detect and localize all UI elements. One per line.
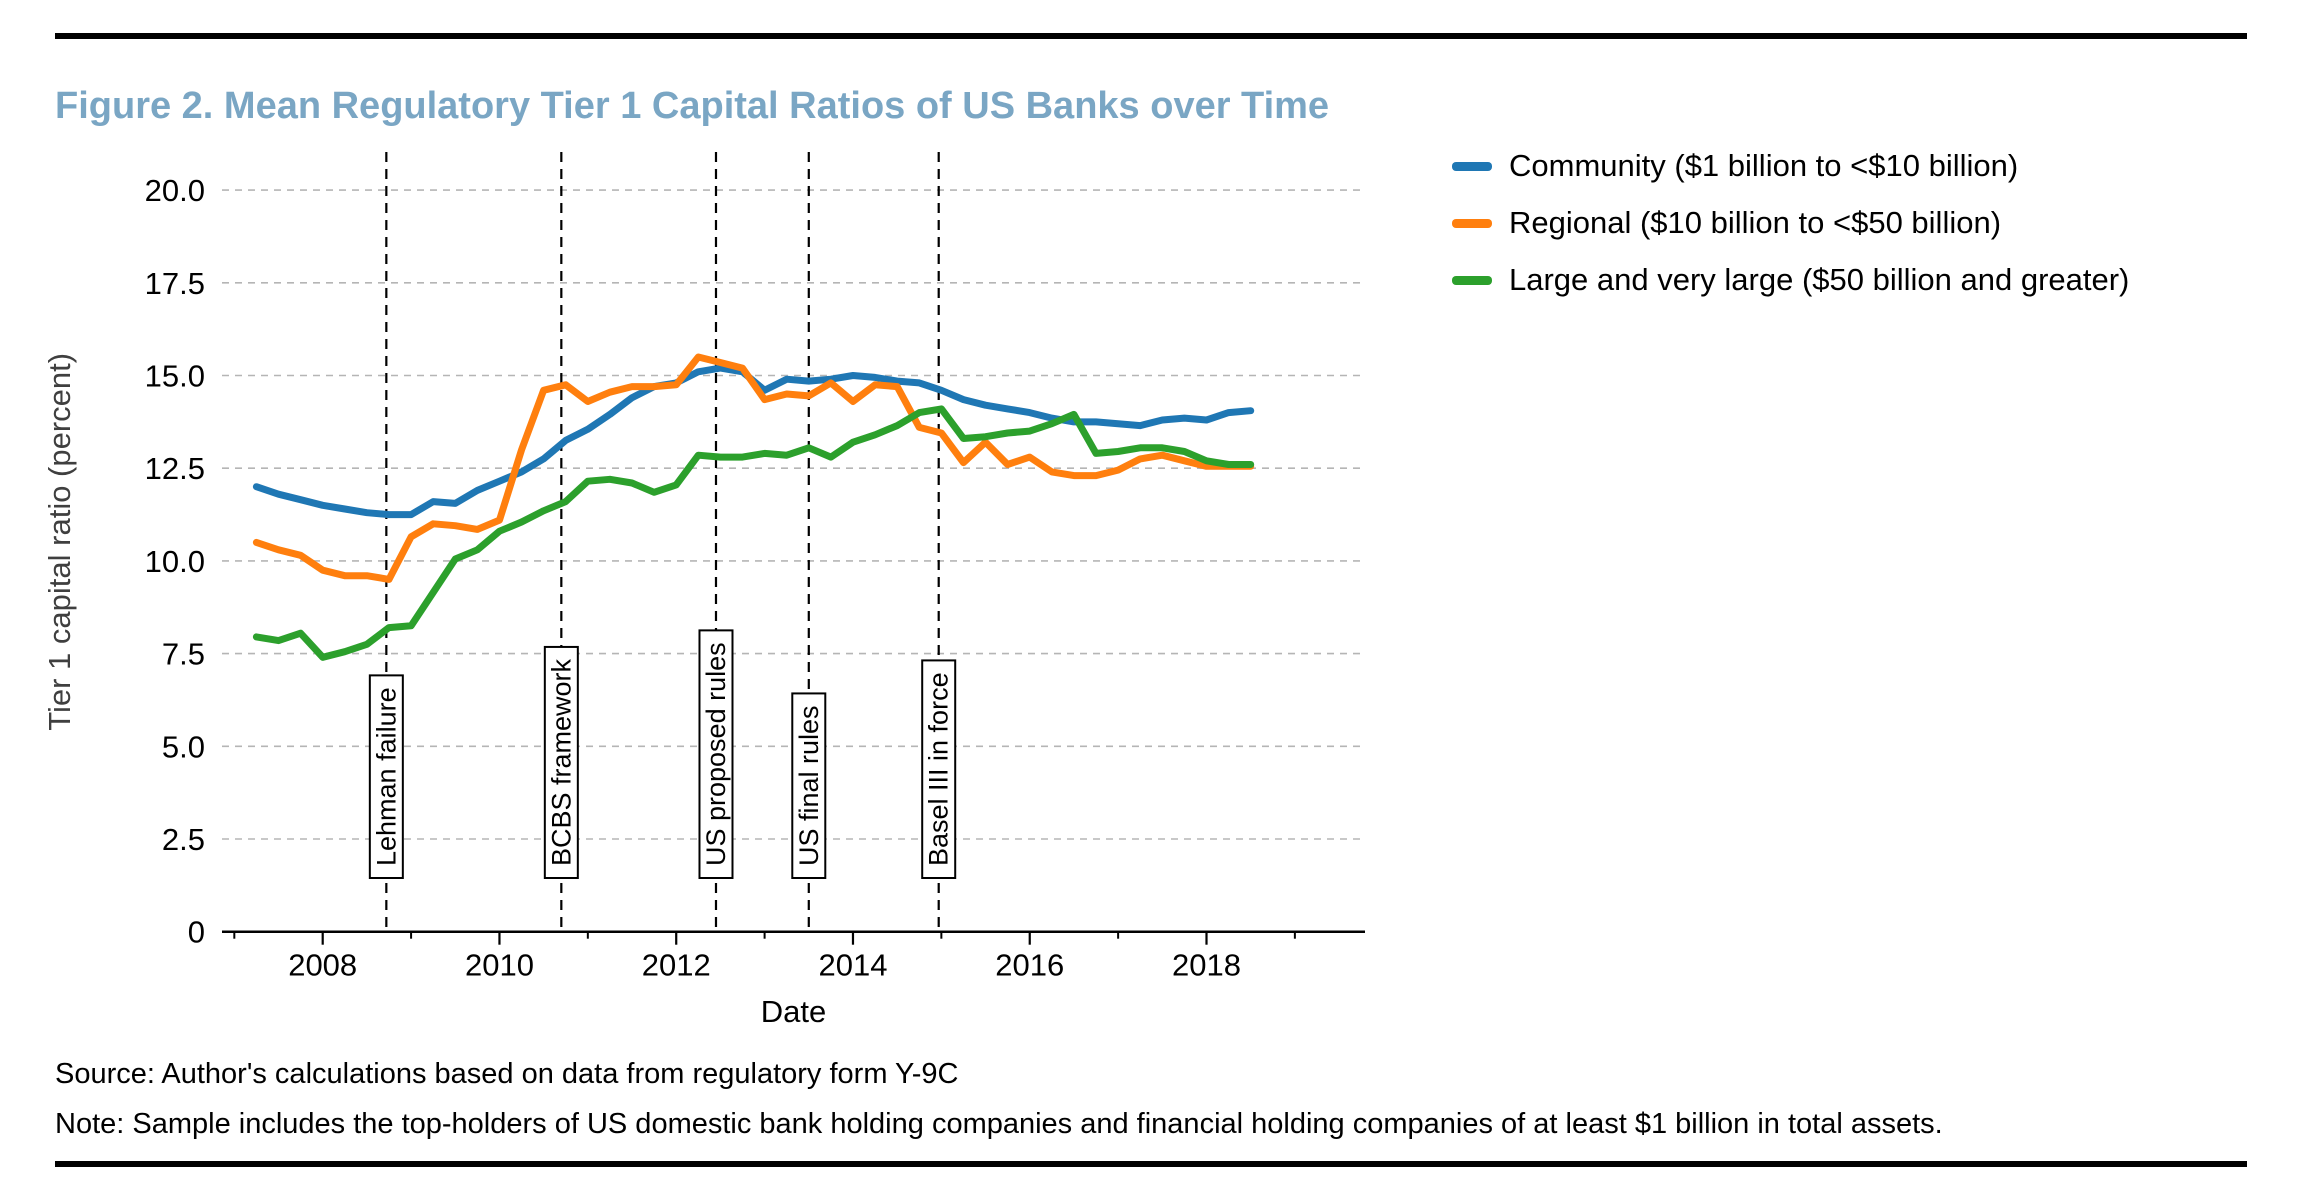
legend-item-community: Community ($1 billion to <$10 billion) bbox=[1452, 148, 2129, 184]
x-tick-label: 2012 bbox=[642, 948, 711, 983]
figure-title: Figure 2. Mean Regulatory Tier 1 Capital… bbox=[55, 85, 1330, 128]
regional-line-swatch-icon bbox=[1452, 218, 1492, 228]
event-label-box bbox=[543, 645, 579, 879]
series-line bbox=[252, 364, 1255, 519]
y-tick-label: 7.5 bbox=[162, 637, 205, 672]
legend-label: Large and very large ($50 billion and gr… bbox=[1509, 262, 2130, 297]
sample-note: Note: Sample includes the top-holders of… bbox=[55, 1108, 1943, 1140]
event-label-box bbox=[791, 692, 827, 879]
event-label: BCBS framework bbox=[546, 658, 576, 866]
x-tick-label: 2014 bbox=[818, 948, 887, 983]
y-tick-label: 17.5 bbox=[145, 266, 205, 301]
x-tick-label: 2016 bbox=[995, 948, 1064, 983]
legend-item-large: Large and very large ($50 billion and gr… bbox=[1452, 262, 2129, 298]
legend-item-regional: Regional ($10 billion to <$50 billion) bbox=[1452, 205, 2129, 241]
event-label: Basel III in force bbox=[924, 672, 954, 866]
event-label: US proposed rules bbox=[701, 642, 731, 866]
y-tick-label: 10.0 bbox=[145, 544, 205, 579]
large-line-swatch-icon bbox=[1452, 275, 1492, 285]
y-tick-label: 2.5 bbox=[162, 822, 205, 857]
event-label: US final rules bbox=[794, 705, 824, 866]
x-axis-title: Date bbox=[761, 994, 826, 1029]
y-tick-label: 20.0 bbox=[145, 173, 205, 208]
y-tick-label: 0 bbox=[188, 915, 205, 950]
y-tick-label: 5.0 bbox=[162, 729, 205, 764]
chart-legend: Community ($1 billion to <$10 billion) R… bbox=[1452, 148, 2129, 319]
community-line-swatch-icon bbox=[1452, 161, 1492, 171]
bottom-rule bbox=[55, 1161, 2247, 1167]
y-axis-title: Tier 1 capital ratio (percent) bbox=[42, 353, 77, 731]
legend-label: Regional ($10 billion to <$50 billion) bbox=[1509, 205, 2002, 240]
x-tick-label: 2010 bbox=[465, 948, 534, 983]
legend-label: Community ($1 billion to <$10 billion) bbox=[1509, 148, 2019, 183]
series-line bbox=[252, 405, 1255, 661]
y-tick-label: 12.5 bbox=[145, 451, 205, 486]
x-tick-label: 2008 bbox=[288, 948, 357, 983]
source-note: Source: Author's calculations based on d… bbox=[55, 1058, 959, 1090]
y-tick-label: 15.0 bbox=[145, 359, 205, 394]
top-rule bbox=[55, 33, 2247, 39]
x-tick-label: 2018 bbox=[1172, 948, 1241, 983]
event-label-box bbox=[368, 674, 404, 879]
series-line bbox=[252, 353, 1255, 583]
event-label-box bbox=[698, 629, 734, 879]
event-label-box bbox=[921, 659, 957, 879]
event-label: Lehman failure bbox=[371, 687, 401, 866]
